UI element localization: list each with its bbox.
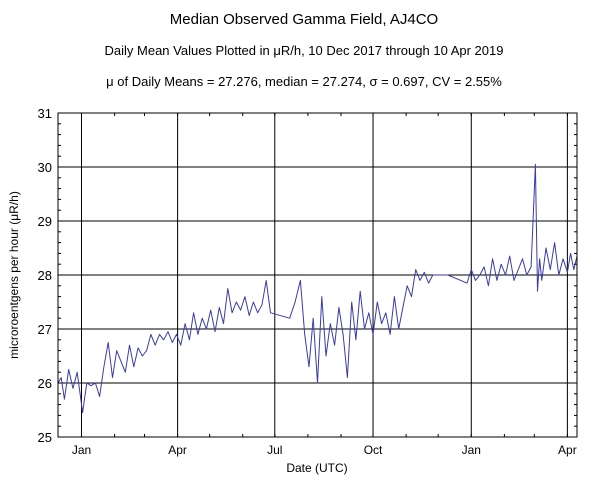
series-layer <box>57 163 578 414</box>
x-axis-label: Date (UTC) <box>286 461 347 475</box>
y-tick-label: 25 <box>38 430 52 445</box>
y-tick-label: 29 <box>38 214 52 229</box>
grid <box>58 113 577 437</box>
x-tick-label: Jan <box>462 443 481 457</box>
series-line <box>57 163 578 414</box>
x-tick-label: Apr <box>558 443 577 457</box>
y-tick-label: 27 <box>38 322 52 337</box>
x-tick-label: Jan <box>72 443 91 457</box>
chart-stats: μ of Daily Means = 27.276, median = 27.2… <box>106 74 502 89</box>
x-tick-label: Apr <box>168 443 187 457</box>
plot-frame <box>57 112 578 438</box>
y-tick-label: 28 <box>38 268 52 283</box>
x-tick-label: Oct <box>364 443 383 457</box>
y-tick-label: 31 <box>38 106 52 121</box>
y-axis-label: microroentgens per hour (μR/h) <box>7 191 21 359</box>
tick-labels: 25 26 27 28 29 30 31 Jan Apr Jul Oct Jan Apr <box>38 106 577 457</box>
y-tick-label: 30 <box>38 160 52 175</box>
y-tick-label: 26 <box>38 376 52 391</box>
chart-subtitle: Daily Mean Values Plotted in μR/h, 10 De… <box>105 43 504 58</box>
chart-title: Median Observed Gamma Field, AJ4CO <box>170 11 438 28</box>
x-tick-label: Jul <box>267 443 282 457</box>
